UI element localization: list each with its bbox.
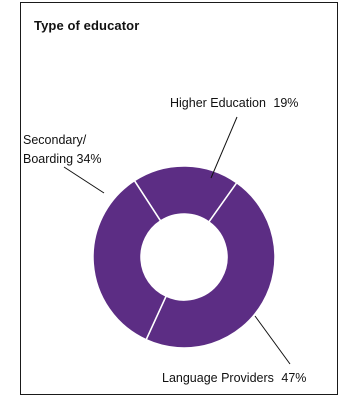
leader-language-providers bbox=[254, 315, 291, 365]
label-language-providers-name: Language Providers bbox=[162, 371, 274, 385]
label-higher-education: Higher Education 19% bbox=[170, 96, 298, 110]
leader-lines bbox=[63, 116, 291, 365]
label-secondary-boarding-line1: Secondary/ bbox=[23, 133, 87, 147]
label-higher-education-name: Higher Education bbox=[170, 96, 266, 110]
donut-slices bbox=[92, 165, 276, 349]
label-higher-education-value: 19% bbox=[273, 96, 298, 110]
leader-higher-education bbox=[210, 116, 238, 179]
chart-title: Type of educator bbox=[34, 18, 140, 33]
label-language-providers-value: 47% bbox=[281, 371, 306, 385]
label-secondary-boarding-line2: Boarding 34% bbox=[23, 152, 102, 166]
label-language-providers: Language Providers 47% bbox=[162, 371, 306, 385]
leader-secondary-boarding bbox=[63, 166, 105, 194]
slice-secondary-boarding bbox=[92, 179, 168, 341]
slice-language-providers bbox=[145, 181, 276, 349]
label-secondary-boarding: Secondary/ Boarding 34% bbox=[23, 133, 102, 166]
